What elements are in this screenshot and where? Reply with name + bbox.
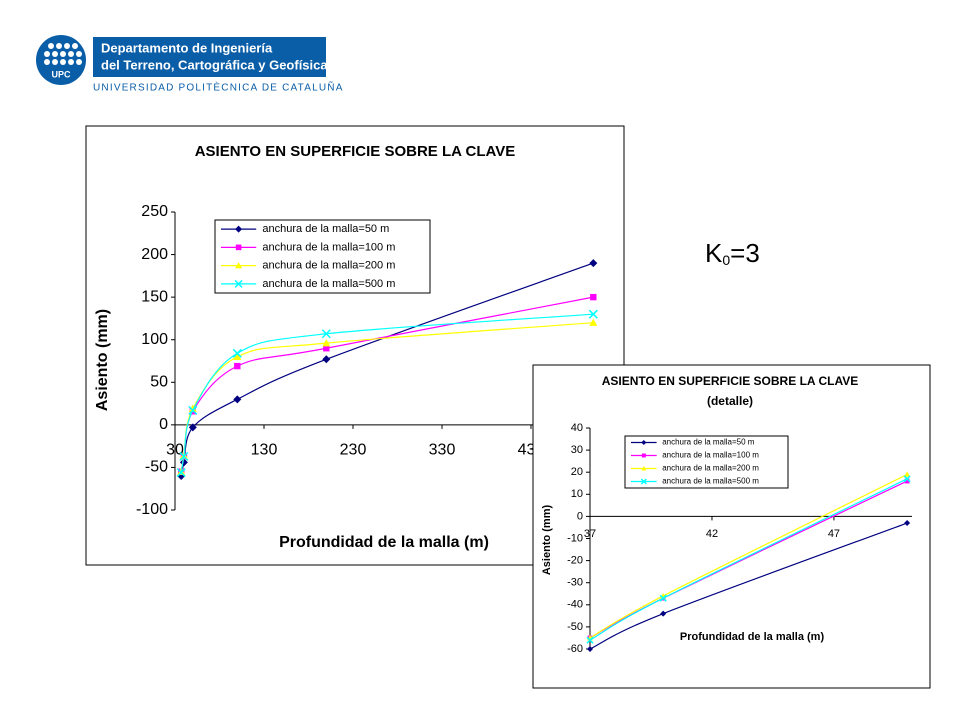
marker (904, 520, 911, 527)
marker (321, 329, 331, 339)
chart-title: ASIENTO EN SUPERFICIE SOBRE LA CLAVE (195, 143, 516, 160)
legend-box (214, 219, 431, 294)
y-tick-label: 40 (571, 422, 583, 434)
marker (641, 466, 647, 471)
y-tick-label: -50 (145, 459, 168, 476)
x-tick-label: 330 (429, 442, 456, 459)
marker (188, 423, 197, 432)
chart-subtitle: (detalle) (707, 394, 753, 408)
marker (641, 440, 647, 445)
x-tick-label: 42 (706, 528, 718, 540)
k-subscript: 0 (722, 252, 730, 268)
y-axis-label: Asiento (mm) (94, 309, 111, 411)
y-tick-label: 250 (141, 203, 168, 220)
legend-label: anchura de la malla=50 m (662, 438, 755, 447)
marker (233, 352, 242, 360)
legend-label: anchura de la malla=50 m (262, 223, 389, 235)
k-base: K (705, 238, 723, 268)
y-tick-label: 150 (141, 288, 168, 305)
legend-box (624, 435, 789, 489)
marker (640, 478, 647, 485)
chart: ASIENTO EN SUPERFICIE SOBRE LA CLAVE (det… (532, 364, 931, 689)
marker (235, 244, 242, 251)
marker (904, 478, 910, 484)
k-rest: =3 (730, 238, 760, 268)
chart-title: ASIENTO EN SUPERFICIE SOBRE LA CLAVE (602, 374, 858, 388)
y-tick-label: 0 (159, 416, 168, 433)
university-name: UNIVERSIDAD POLITÈCNICA DE CATALUÑA (93, 81, 344, 94)
x-axis-label: Profundidad de la malla (m) (680, 631, 825, 643)
y-tick-label: -60 (567, 643, 583, 655)
x-tick-label: 130 (251, 442, 278, 459)
x-tick-label: 30 (166, 442, 184, 459)
x-tick-label: 230 (340, 442, 367, 459)
legend-label: anchura de la malla=100 m (662, 451, 759, 460)
department-line: del Terreno, Cartográfica y Geofísica (101, 57, 328, 72)
series-line (589, 522, 908, 650)
marker (176, 468, 186, 478)
y-tick-label: -50 (567, 621, 583, 633)
marker (586, 636, 594, 644)
marker (590, 293, 597, 301)
marker (641, 453, 646, 458)
legend: anchura de la malla=50 m anchura de la ma… (624, 435, 789, 489)
series-line (589, 473, 908, 639)
y-tick-label: -40 (567, 599, 583, 611)
y-tick-label: 20 (571, 466, 583, 478)
marker (659, 594, 667, 602)
y-tick-label: -20 (567, 555, 583, 567)
legend-label: anchura de la malla=500 m (262, 278, 395, 290)
legend-label: anchura de la malla=500 m (662, 477, 759, 486)
legend-label: anchura de la malla=200 m (662, 464, 759, 473)
logo-dots (44, 43, 82, 65)
marker (323, 345, 330, 352)
marker (903, 475, 911, 483)
series-line (589, 478, 908, 641)
x-tick-label: 47 (828, 528, 840, 540)
y-axis-label: Asiento (mm) (541, 505, 553, 576)
marker (235, 225, 243, 233)
y-tick-label: 100 (141, 331, 168, 348)
k0-annotation: K0=3 (705, 238, 760, 268)
marker (588, 309, 598, 319)
y-tick-label: 30 (571, 444, 583, 456)
y-tick-label: 10 (571, 488, 583, 500)
legend: anchura de la malla=50 m anchura de la ma… (214, 219, 431, 294)
legend-label: anchura de la malla=100 m (262, 241, 395, 253)
marker (322, 339, 331, 347)
department-line: Departamento de Ingeniería (101, 40, 273, 55)
marker (234, 362, 241, 370)
logo-text: UPC (51, 69, 71, 79)
legend-label: anchura de la malla=200 m (262, 260, 395, 272)
department-banner (93, 37, 326, 77)
y-tick-label: -30 (567, 577, 583, 589)
marker (589, 259, 598, 268)
x-tick-label: 37 (584, 528, 596, 540)
marker (904, 471, 911, 477)
y-tick-label: 200 (141, 246, 168, 263)
marker (188, 404, 197, 412)
marker (234, 279, 243, 288)
x-axis-label: Profundidad de la malla (m) (279, 534, 489, 551)
marker (179, 451, 189, 461)
marker (589, 318, 598, 326)
marker (232, 348, 242, 358)
marker (322, 355, 331, 364)
marker (587, 646, 593, 652)
marker (233, 395, 242, 404)
logo: UPC Departamento de Ingeniería del Terre… (36, 35, 344, 94)
y-tick-label: -10 (567, 532, 583, 544)
y-tick-label: 0 (577, 510, 583, 522)
marker (188, 405, 198, 415)
marker (660, 610, 667, 617)
y-tick-label: -100 (136, 501, 168, 518)
marker (235, 262, 243, 269)
y-tick-label: 50 (150, 374, 168, 391)
